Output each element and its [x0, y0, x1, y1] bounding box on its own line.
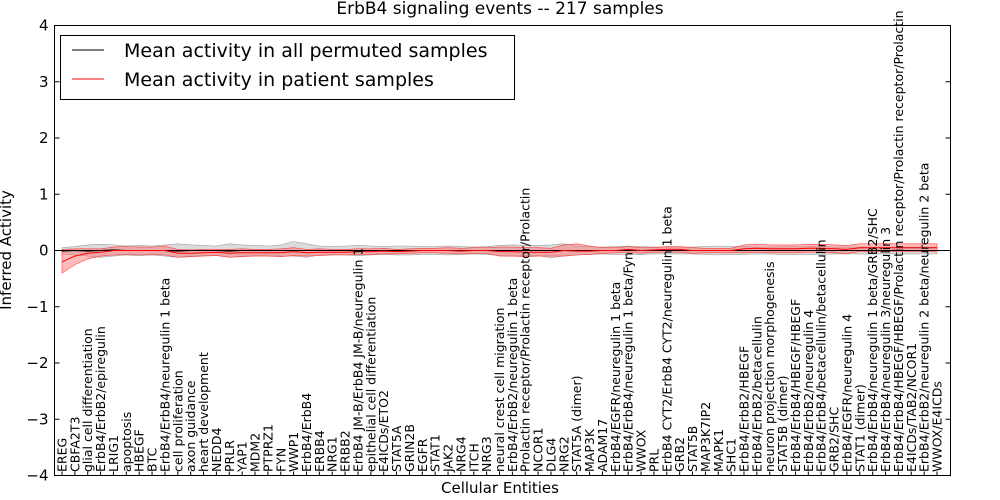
- x-tick-label: ErbB4 JM-B/ErbB4 JM-B/neuregulin 1: [351, 248, 366, 472]
- y-tick-label: −1: [26, 298, 48, 316]
- x-tick-label: ErbB4/EGFR/neuregulin 4: [839, 314, 854, 472]
- x-tick-label: ErbB4 CYT2/ErbB4 CYT2/neuregulin 1 beta: [659, 206, 674, 472]
- x-tick-label: E4ICDs/ETO2: [376, 390, 391, 472]
- x-tick-label: PTPRZ1: [260, 424, 275, 472]
- x-tick-label: GRB2: [672, 437, 687, 472]
- x-tick-label: Prolactin receptor/Prolactin receptor/Pr…: [518, 188, 533, 472]
- x-tick-label: ErbB4/ErbB2/neuregulin 1 beta: [505, 278, 520, 472]
- x-tick-label: DLG4: [544, 438, 559, 472]
- band-patient: [61, 243, 938, 274]
- x-tick-label: cell proliferation: [170, 370, 185, 472]
- x-tick-label: JAK2: [441, 444, 456, 473]
- y-tick-label: 4: [39, 17, 49, 35]
- y-tick-label: −2: [26, 354, 48, 372]
- x-tick-label: WWOX/E4ICDs: [930, 381, 945, 472]
- x-tick-label: ErbB4/ErbB4/betacellulin/betacellulin: [814, 239, 829, 472]
- x-tick-label: SHC1: [724, 438, 739, 472]
- x-tick-label: ITCH: [466, 443, 481, 472]
- x-tick-label: EREG: [55, 438, 70, 472]
- x-tick-label: ErbB4/ErbB2/neuregulin 4: [801, 310, 816, 472]
- legend: Mean activity in all permuted samples Me…: [60, 35, 515, 100]
- x-tick-label: glial cell differentiation: [80, 328, 95, 472]
- y-tick-label: −4: [26, 467, 48, 485]
- x-tick-label: neural crest cell migration: [492, 308, 507, 472]
- x-tick-label: ErbB4/ErbB4/neuregulin 1 beta/GRB2/SHC: [865, 208, 880, 472]
- x-tick-label: STAT5A: [389, 425, 404, 472]
- x-tick-label: ErbB4/ErbB2/neuregulin 2 beta/neuregulin…: [917, 163, 932, 472]
- x-tick-label: MAP3K: [582, 428, 597, 472]
- x-tick-label: ErbB4/ErbB4/HBEGF/HBEGF: [788, 299, 803, 472]
- x-tick-label: FYN: [273, 448, 288, 472]
- x-axis-label: Cellular Entities: [441, 479, 559, 497]
- x-tick-label: axon guidance: [183, 380, 198, 472]
- legend-label-permuted: Mean activity in all permuted samples: [124, 40, 487, 62]
- x-tick-label: BTC: [145, 448, 160, 472]
- x-tick-label: heart development: [196, 352, 211, 472]
- x-tick-label: PRLR: [222, 440, 237, 472]
- x-tick-label: MAPK1: [711, 429, 726, 472]
- y-tick-label: 3: [39, 73, 49, 91]
- chart-title: ErbB4 signaling events -- 217 samples: [336, 0, 663, 19]
- x-tick-label: ErbB4/ErbB4: [299, 393, 314, 472]
- x-tick-label: NRG2: [556, 436, 571, 472]
- x-tick-label: ErbB4/ErbB4/HBEGF/HBEGF/Prolactin recept…: [891, 10, 906, 472]
- y-tick-label: 0: [39, 242, 49, 260]
- x-tick-label: LRIG1: [106, 435, 121, 472]
- series-lines: [54, 247, 951, 263]
- legend-box: [60, 35, 515, 100]
- x-tick-label: PRL: [646, 449, 661, 472]
- x-tick-label: WWP1: [286, 432, 301, 472]
- y-tick-label: −3: [26, 410, 48, 428]
- x-tick-label: ErbB4/ErbB4/neuregulin 3/neuregulin 3: [878, 227, 893, 472]
- x-tick-label: ERBB2: [338, 430, 353, 472]
- y-axis-label: Inferred Activity: [0, 190, 15, 310]
- x-tick-label: E4ICDs/TAB2/NCOR1: [904, 343, 919, 472]
- x-tick-label: NCOR1: [531, 427, 546, 472]
- y-axis: −4 −3 −2 −1 0 1 2 3 4: [26, 17, 951, 485]
- x-tick-label: MDM2: [248, 433, 263, 472]
- x-tick-label: GRIN2B: [402, 424, 417, 472]
- x-tick-label: YAP1: [235, 441, 250, 473]
- x-tick-label: HBEGF: [132, 429, 147, 472]
- x-tick-label: ErbB4/ErbB4/neuregulin 1 beta/Fyn: [621, 252, 636, 472]
- series-line-patient: [61, 247, 937, 263]
- x-tick-label: STAT1: [428, 434, 443, 472]
- x-tick-label: ErbB4/ErbB4/neuregulin 1 beta: [157, 278, 172, 472]
- y-tick-label: 1: [39, 185, 49, 203]
- x-tick-label: ErbB4/EGFR/neuregulin 1 beta: [608, 282, 623, 472]
- series-line-permuted: [61, 249, 937, 252]
- x-tick-label: NRG4: [453, 436, 468, 472]
- x-tick-label: EGFR: [415, 438, 430, 472]
- x-tick-label: MAP3K7IP2: [698, 402, 713, 472]
- x-tick-label: CBFA2T3: [67, 417, 82, 472]
- x-tick-label: NRG1: [325, 436, 340, 472]
- x-tick-label: WWOX: [634, 429, 649, 472]
- x-tick-label: ErbB4/ErbB2/HBEGF: [737, 346, 752, 472]
- x-tick-label: GRB2/SHC: [827, 407, 842, 472]
- x-tick-label: STAT1 (dimer): [852, 384, 867, 472]
- legend-label-patient: Mean activity in patient samples: [124, 69, 434, 91]
- x-tick-label: ERBB4: [312, 430, 327, 472]
- y-tick-label: 2: [39, 129, 49, 147]
- x-tick-label: NEDD4: [209, 428, 224, 472]
- x-tick-label: neuron projection morphogenesis: [762, 261, 777, 472]
- x-tick-label: STAT5B (dimer): [775, 376, 790, 472]
- x-tick-label: epithelial cell differentiation: [363, 297, 378, 472]
- x-tick-label: STAT5B: [685, 426, 700, 472]
- x-tick-label: ErbB4/ErbB2/betacellulin: [749, 316, 764, 472]
- confidence-bands: [61, 241, 938, 274]
- x-tick-label: STAT5A (dimer): [569, 376, 584, 472]
- x-tick-label: ErbB4/ErbB2/epiregulin: [93, 326, 108, 472]
- x-tick-label: apoptosis: [119, 412, 134, 472]
- x-tick-label: NRG3: [479, 436, 494, 472]
- x-tick-label: ADAM17: [595, 419, 610, 472]
